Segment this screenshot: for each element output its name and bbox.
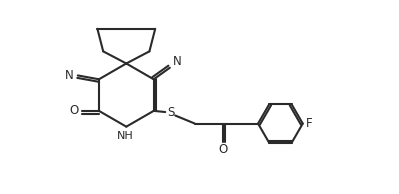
Text: O: O — [218, 143, 227, 156]
Text: F: F — [306, 117, 313, 130]
Text: N: N — [65, 69, 74, 82]
Text: O: O — [69, 104, 79, 117]
Text: N: N — [172, 55, 181, 68]
Text: S: S — [167, 106, 174, 119]
Text: NH: NH — [117, 131, 134, 141]
